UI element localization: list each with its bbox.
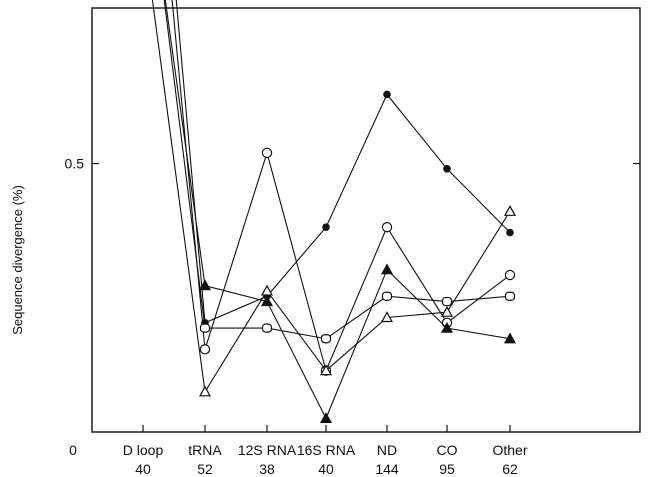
data-point (319, 412, 333, 423)
x-category-count: 40 (318, 461, 334, 477)
data-point (504, 291, 516, 301)
x-category-label: 12S RNA (238, 442, 297, 458)
x-category-label: ND (377, 442, 397, 458)
data-point (261, 147, 273, 159)
data-point (440, 305, 454, 317)
data-point (199, 323, 211, 333)
data-point (380, 263, 394, 275)
y-tick-label: 0.5 (65, 156, 85, 172)
data-point (380, 311, 394, 323)
data-point (503, 205, 517, 216)
x-category-label: 16S RNA (297, 442, 356, 458)
series-line (163, 0, 511, 340)
x-category-count: 62 (502, 461, 518, 477)
data-point (381, 222, 393, 233)
data-point (320, 334, 332, 344)
x-category-count: 40 (135, 461, 151, 477)
data-point (383, 90, 391, 99)
series-open-triangle (151, 0, 517, 397)
data-point (443, 165, 451, 173)
data-point (319, 364, 333, 376)
data-point (440, 321, 454, 333)
axes (91, 7, 641, 433)
plot-frame (91, 7, 641, 433)
y-axis-label: Sequence divergence (%) (10, 185, 25, 335)
series-line (151, 0, 511, 394)
series-filled-triangle (164, 0, 517, 423)
data-point (322, 223, 330, 232)
x-category-label: tRNA (188, 442, 222, 458)
series-line (164, 0, 511, 420)
x-category-label: Other (492, 442, 527, 458)
series-line (171, 0, 511, 373)
x-origin-label: 0 (69, 442, 77, 458)
data-point (198, 385, 212, 397)
x-category-label: D loop (123, 442, 164, 458)
data-point (198, 279, 212, 291)
data-point (260, 284, 274, 296)
series-layer (151, 0, 517, 423)
data-point (199, 344, 211, 355)
data-point (261, 323, 273, 333)
series-open-square (163, 0, 516, 344)
data-point (441, 296, 453, 307)
series-filled-circle (175, 0, 514, 327)
x-category-count: 95 (439, 461, 455, 477)
data-point (381, 291, 393, 301)
data-point (503, 332, 517, 344)
data-point (260, 295, 274, 307)
x-category-count: 52 (197, 461, 213, 477)
x-category-label: CO (437, 442, 458, 458)
data-point (506, 228, 514, 237)
x-category-count: 38 (259, 461, 275, 477)
x-category-count: 144 (375, 461, 399, 477)
data-point (504, 269, 516, 281)
